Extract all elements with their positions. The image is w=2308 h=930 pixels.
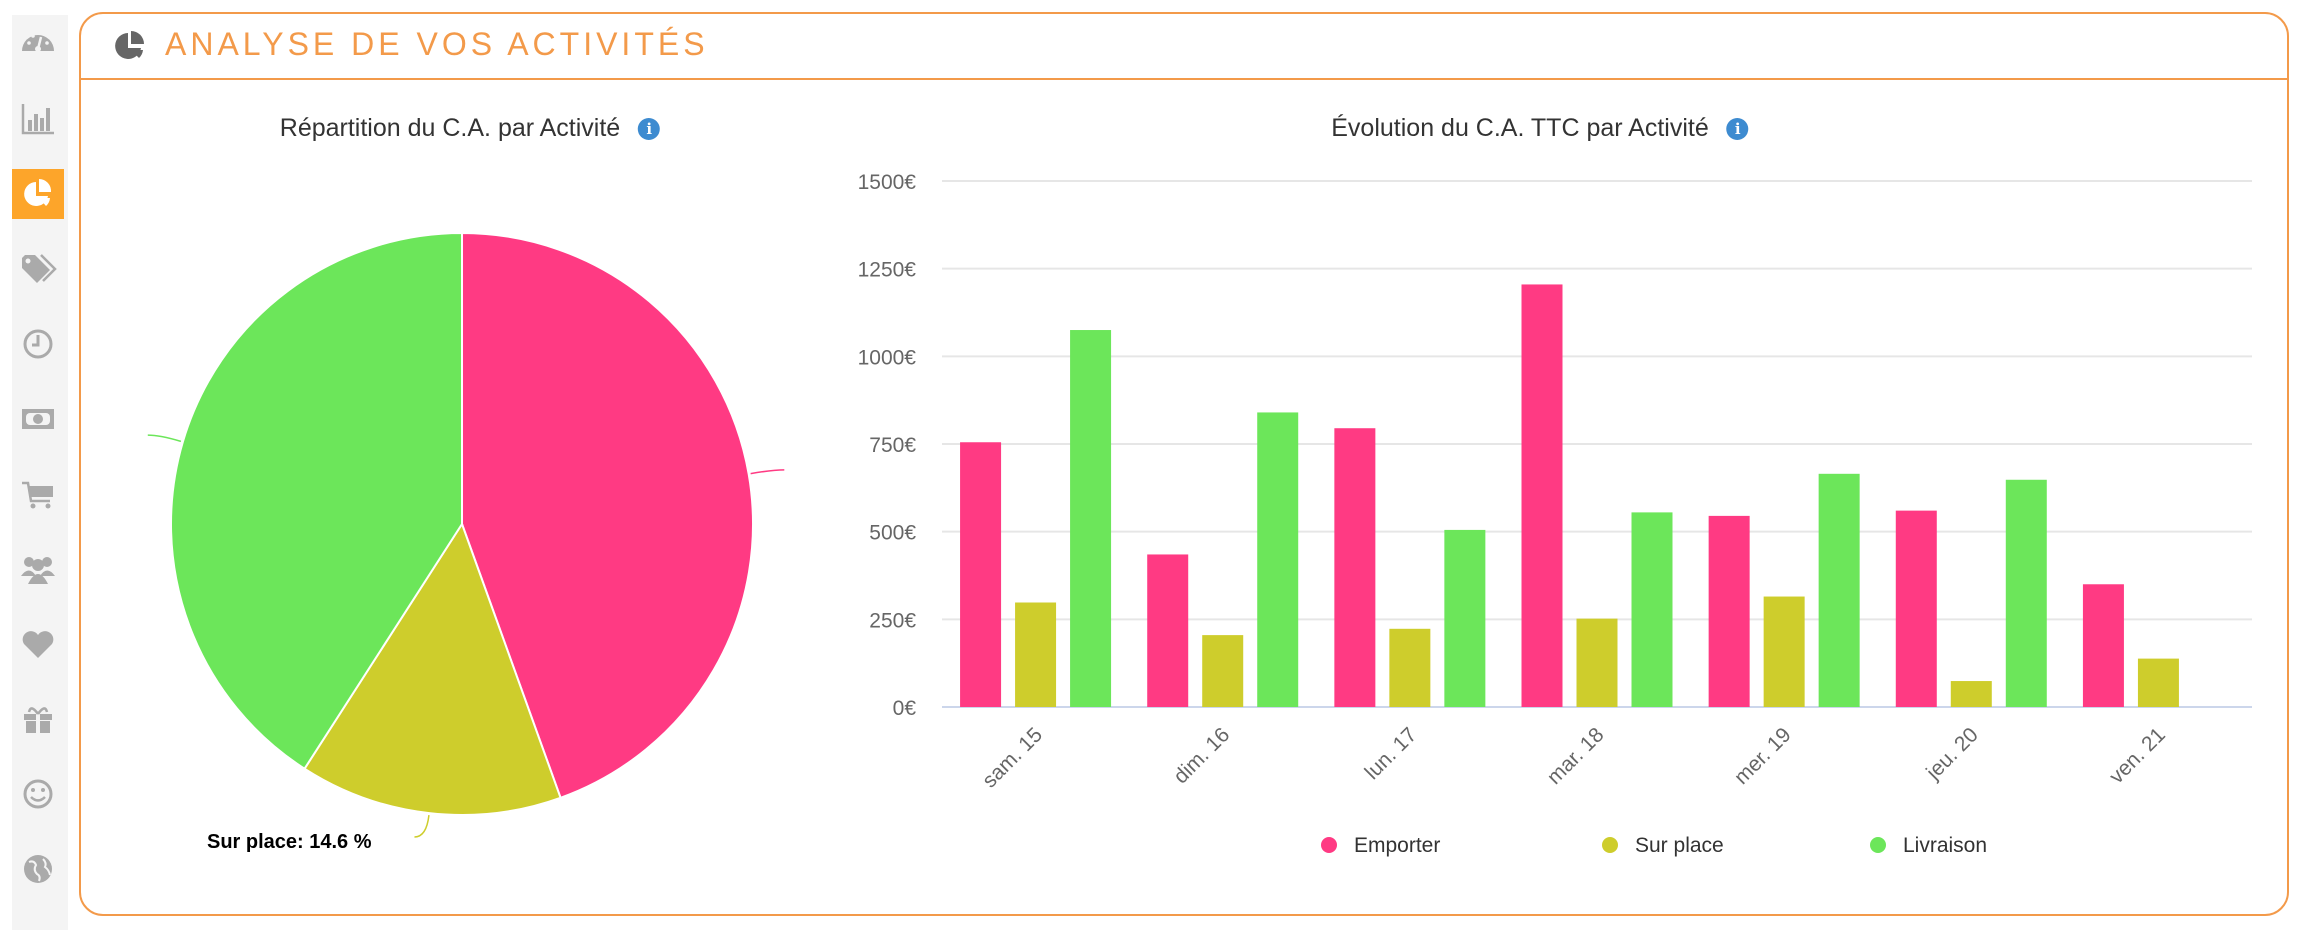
x-tick-label: mar. 18 <box>1543 723 1609 789</box>
bar-emporter[interactable] <box>1895 510 1937 707</box>
legend-item-livraison[interactable]: Livraison <box>1870 834 1987 857</box>
sidebar <box>12 15 68 930</box>
gift-icon <box>24 707 52 733</box>
x-tick-label: dim. 16 <box>1169 723 1234 788</box>
dashboard-icon <box>22 34 54 52</box>
legend-label: Emporter <box>1354 834 1440 857</box>
x-tick-label: jeu. 20 <box>1921 723 1983 785</box>
bar-emporter[interactable] <box>1521 284 1563 707</box>
bar-title-text: Évolution du C.A. TTC par Activité <box>1331 114 1709 142</box>
panel-title: ANALYSE DE VOS ACTIVITÉS <box>165 26 709 62</box>
bar-sur-place[interactable] <box>1202 635 1244 707</box>
sidebar-item-world[interactable] <box>12 844 64 894</box>
bar-livraison[interactable] <box>1818 473 1860 707</box>
pie-chart-icon <box>24 178 52 206</box>
x-tick-label: ven. 21 <box>2105 723 2170 788</box>
sidebar-item-statistics[interactable] <box>12 94 64 144</box>
legend-marker <box>1602 837 1618 853</box>
heart-icon <box>22 631 54 658</box>
pie-slice-livraison[interactable] <box>170 231 463 771</box>
sidebar-item-gifts[interactable] <box>12 694 64 744</box>
sidebar-item-tags[interactable] <box>12 244 64 294</box>
pie-title-text: Répartition du C.A. par Activité <box>279 114 621 142</box>
y-tick-label: 1000€ <box>858 346 917 369</box>
cart-icon <box>22 481 53 509</box>
bar-sur-place[interactable] <box>1576 618 1618 707</box>
pie-connector <box>414 815 430 838</box>
sidebar-item-favorites[interactable] <box>12 619 64 669</box>
bar-sur-place[interactable] <box>1950 681 1992 707</box>
activity-analysis-panel: ANALYSE DE VOS ACTIVITÉS <box>79 12 2289 916</box>
sidebar-item-cart[interactable] <box>12 469 64 519</box>
globe-icon <box>24 855 52 883</box>
bar-livraison[interactable] <box>2005 479 2047 707</box>
y-tick-label: 0€ <box>893 697 917 720</box>
y-tick-label: 750€ <box>869 434 916 457</box>
bar-chart-icon <box>21 104 54 135</box>
x-tick-label: lun. 17 <box>1361 723 1422 784</box>
pie-chart-icon <box>115 31 144 59</box>
sidebar-item-customers[interactable] <box>12 544 64 594</box>
sidebar-item-satisfaction[interactable] <box>12 769 64 819</box>
panel-header: ANALYSE DE VOS ACTIVITÉS <box>81 14 2287 80</box>
bar-emporter[interactable] <box>1708 515 1750 707</box>
bar-livraison[interactable] <box>1257 412 1299 707</box>
legend-label: Sur place <box>1635 834 1724 857</box>
pie-chart-title: Répartition du C.A. par Activité i <box>279 114 661 143</box>
legend-label: Livraison <box>1903 834 1987 857</box>
legend-marker <box>1321 837 1337 853</box>
x-tick-label: sam. 15 <box>978 723 1047 792</box>
clock-icon <box>23 329 53 359</box>
legend-item-emporter[interactable]: Emporter <box>1321 834 1440 857</box>
pie-connector <box>750 469 785 475</box>
smiley-icon <box>23 779 53 809</box>
bar-livraison[interactable] <box>1444 529 1486 707</box>
y-tick-label: 500€ <box>869 522 916 545</box>
banknote-icon <box>22 409 54 429</box>
bar-emporter[interactable] <box>1147 554 1189 707</box>
sidebar-item-dashboard[interactable] <box>12 19 64 69</box>
bar-livraison[interactable] <box>1631 512 1673 707</box>
bar-sur-place[interactable] <box>1763 596 1805 707</box>
info-icon[interactable]: i <box>638 118 661 140</box>
sidebar-item-money[interactable] <box>12 394 64 444</box>
legend-item-sur-place[interactable]: Sur place <box>1602 834 1724 857</box>
bar-chart-title: Évolution du C.A. TTC par Activité i <box>1331 114 1749 143</box>
bar-emporter[interactable] <box>2082 584 2124 707</box>
sidebar-item-activities[interactable] <box>12 169 64 219</box>
bar-sur-place[interactable] <box>1015 602 1057 707</box>
pie-chart: Sur place: 14.6 % <box>147 231 785 853</box>
pie-connector <box>147 434 182 443</box>
bar-sur-place[interactable] <box>1389 628 1431 707</box>
pie-slice-sur-place[interactable] <box>303 521 562 816</box>
y-tick-label: 1250€ <box>858 259 917 282</box>
info-icon[interactable]: i <box>1726 118 1749 140</box>
legend-marker <box>1870 837 1886 853</box>
pie-data-label: Sur place: 14.6 % <box>207 831 372 853</box>
bar-livraison[interactable] <box>1070 330 1112 707</box>
bar-sur-place[interactable] <box>2137 658 2179 707</box>
pie-slice-emporter[interactable] <box>461 231 754 800</box>
y-tick-label: 1500€ <box>858 171 917 194</box>
bar-emporter[interactable] <box>1334 428 1376 707</box>
sidebar-item-time[interactable] <box>12 319 64 369</box>
tags-icon <box>22 254 57 283</box>
x-tick-label: mer. 19 <box>1730 723 1796 789</box>
y-tick-label: 250€ <box>869 609 916 632</box>
bar-emporter[interactable] <box>960 442 1002 707</box>
users-icon <box>21 557 55 584</box>
